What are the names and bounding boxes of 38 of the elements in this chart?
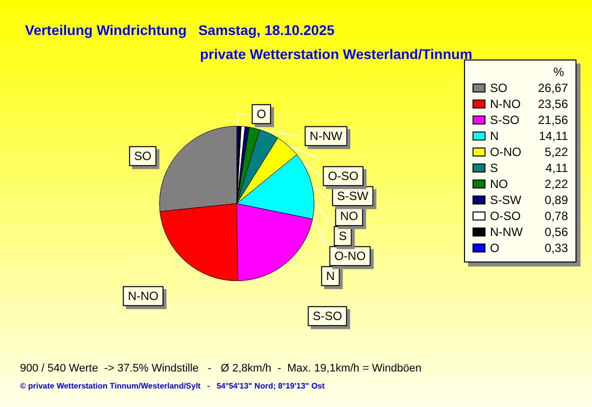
legend-label: N [490, 129, 499, 143]
slice-label: O-SO [328, 169, 359, 184]
category-label: N [326, 269, 335, 284]
data-label: 5,22 [544, 145, 568, 159]
slice-label: N-NW [310, 129, 344, 144]
data-label: 0,89 [544, 193, 568, 207]
legend-label: S-SO [490, 113, 520, 127]
data-label: 21,56 [538, 113, 568, 127]
chart-subtitle: private Wetterstation Westerland/Tinnum [200, 46, 472, 62]
data-label: 23,56 [538, 97, 568, 111]
data-label: 4,11 [546, 161, 568, 175]
legend-label: O-NO [490, 145, 522, 159]
data-label: 26,67 [538, 81, 568, 95]
legend-label: SO [490, 81, 508, 95]
legend-label: O-SO [490, 209, 521, 223]
legend-label: N-NO [490, 97, 521, 111]
legend-label: N-NW [490, 225, 524, 239]
data-label: 2,22 [544, 177, 568, 191]
legend-label: S [490, 161, 498, 175]
legend-title: % [553, 65, 564, 79]
data-label: 0,56 [544, 225, 568, 239]
legend-label: S-SW [490, 193, 522, 207]
slice-label: O [256, 107, 266, 122]
slice-label: SO [134, 149, 152, 164]
category-label: S [338, 229, 347, 244]
legend-label: NO [490, 177, 508, 191]
legend-label: O [490, 241, 500, 255]
data-label: 14,11 [538, 129, 568, 143]
chart-title: Verteilung Windrichtung Samstag, 18.10.2025 [25, 22, 335, 38]
text: 900 / 540 Werte -> 37.5% Windstille - Ø 2,8km/h - Max. 19,1km/h = Windböen [20, 362, 422, 374]
data-label: 0,78 [544, 209, 568, 223]
slice-label: S-SO [312, 309, 342, 324]
text: © private Wetterstation Tinnum/Westerland/Sylt - 54°54'13" Nord; 8°19'13" Ost [20, 382, 325, 390]
data-label: 0,33 [544, 241, 568, 255]
category-label: S-SW [337, 189, 368, 204]
category-label: NO [340, 209, 358, 224]
slice-label: N-NO [128, 289, 158, 304]
slice-label: O-NO [334, 249, 366, 264]
